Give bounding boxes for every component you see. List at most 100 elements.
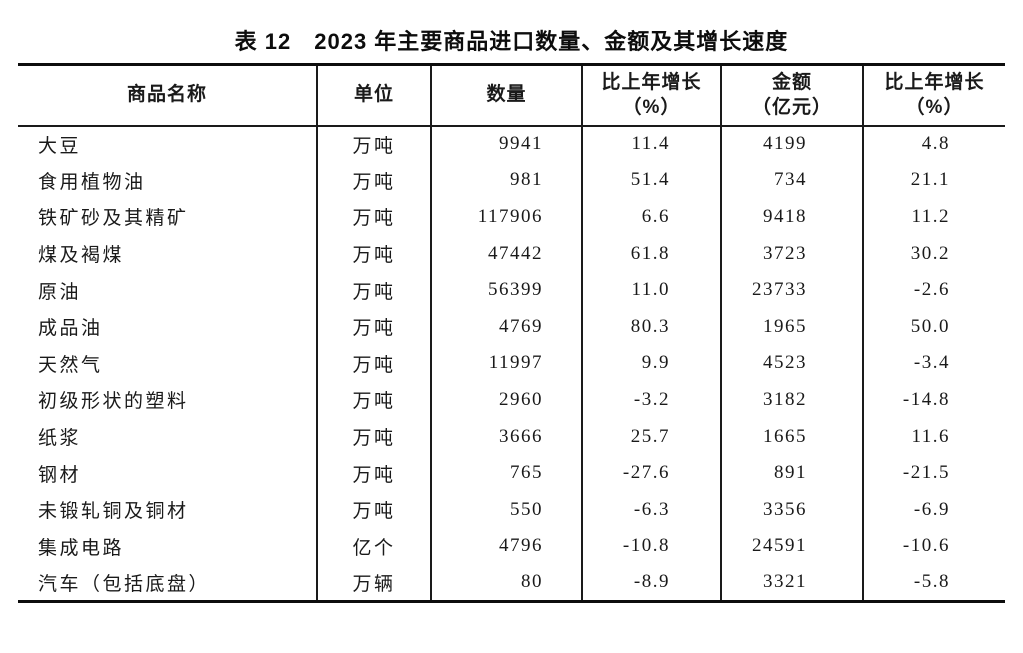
cell-unit: 万吨 <box>316 345 431 382</box>
cell-amount: 4523 <box>720 345 863 382</box>
table-row: 铁矿砂及其精矿 万吨 117906 6.6 9418 11.2 <box>18 198 1005 236</box>
cell-quantity: 9941 <box>430 125 582 163</box>
header-line-2: （亿元） <box>751 97 832 119</box>
cell-commodity-name: 铁矿砂及其精矿 <box>38 208 189 230</box>
cell-amount: 1965 <box>720 308 863 346</box>
cell-unit: 万吨 <box>316 308 431 346</box>
cell-amount-growth: 11.6 <box>862 418 1005 455</box>
cell-unit: 万吨 <box>316 381 431 419</box>
cell-amount: 3723 <box>720 235 863 272</box>
cell-quantity-growth: 80.3 <box>581 308 721 346</box>
cell-quantity: 56399 <box>430 271 582 309</box>
cell-amount: 3182 <box>720 381 863 419</box>
column-header-name: 商品名称 <box>18 64 317 127</box>
table-row: 纸浆 万吨 3666 25.7 1665 11.6 <box>18 418 1005 455</box>
cell-quantity-growth: 61.8 <box>581 235 721 272</box>
cell-commodity-name: 煤及褐煤 <box>38 245 125 267</box>
cell-commodity-name: 未锻轧铜及铜材 <box>38 501 189 523</box>
cell-quantity-growth: -8.9 <box>581 564 721 602</box>
cell-quantity: 11997 <box>430 345 582 382</box>
table-row: 集成电路 亿个 4796 -10.8 24591 -10.6 <box>18 528 1005 565</box>
column-header-unit: 单位 <box>316 64 431 127</box>
cell-commodity-name: 原油 <box>38 281 82 303</box>
cell-unit: 万吨 <box>316 271 431 309</box>
cell-quantity-growth: 11.4 <box>581 125 721 163</box>
cell-amount: 1665 <box>720 418 863 455</box>
cell-quantity: 47442 <box>430 235 582 272</box>
table-row: 天然气 万吨 11997 9.9 4523 -3.4 <box>18 345 1005 382</box>
cell-unit: 万吨 <box>316 491 431 529</box>
cell-quantity-growth: 25.7 <box>581 418 721 455</box>
cell-commodity-name: 集成电路 <box>38 537 125 559</box>
table-row: 钢材 万吨 765 -27.6 891 -21.5 <box>18 454 1005 492</box>
column-header-quantity: 数量 <box>430 64 582 127</box>
cell-amount-growth: -2.6 <box>862 271 1005 309</box>
cell-quantity: 2960 <box>430 381 582 419</box>
cell-quantity: 117906 <box>430 198 582 236</box>
cell-quantity-growth: -3.2 <box>581 381 721 419</box>
cell-unit: 亿个 <box>316 528 431 565</box>
table-row: 大豆 万吨 9941 11.4 4199 4.8 <box>18 125 1005 163</box>
cell-unit: 万吨 <box>316 125 431 163</box>
cell-commodity-name: 纸浆 <box>38 428 82 450</box>
cell-amount: 891 <box>720 454 863 492</box>
cell-commodity-name: 钢材 <box>38 464 82 486</box>
table-row: 未锻轧铜及铜材 万吨 550 -6.3 3356 -6.9 <box>18 491 1005 529</box>
cell-amount-growth: 50.0 <box>862 308 1005 346</box>
cell-amount-growth: -21.5 <box>862 454 1005 492</box>
cell-unit: 万吨 <box>316 198 431 236</box>
cell-quantity: 981 <box>430 162 582 199</box>
table-title: 表 12 2023 年主要商品进口数量、金额及其增长速度 <box>234 29 789 54</box>
cell-commodity-name: 汽车（包括底盘） <box>38 573 211 595</box>
cell-unit: 万辆 <box>316 564 431 602</box>
header-row: 商品名称 单位 数量 比上年增长 （%） 金额 （亿元） 比上年增长 （%） <box>18 64 1005 127</box>
cell-quantity-growth: -6.3 <box>581 491 721 529</box>
cell-amount: 23733 <box>720 271 863 309</box>
cell-amount: 24591 <box>720 528 863 565</box>
cell-commodity-name: 天然气 <box>38 354 103 376</box>
column-header-quantity-growth: 比上年增长 （%） <box>581 64 721 127</box>
cell-quantity-growth: 11.0 <box>581 271 721 309</box>
cell-amount: 4199 <box>720 125 863 163</box>
table-row: 初级形状的塑料 万吨 2960 -3.2 3182 -14.8 <box>18 381 1005 419</box>
cell-amount-growth: 30.2 <box>862 235 1005 272</box>
header-line-2: （%） <box>905 97 964 119</box>
table-row: 煤及褐煤 万吨 47442 61.8 3723 30.2 <box>18 235 1005 272</box>
cell-amount-growth: 11.2 <box>862 198 1005 236</box>
table-row: 原油 万吨 56399 11.0 23733 -2.6 <box>18 271 1005 309</box>
cell-commodity-name: 食用植物油 <box>38 171 146 193</box>
cell-amount: 3321 <box>720 564 863 602</box>
header-line-1: 比上年增长 <box>601 71 702 93</box>
header-line-2: （%） <box>622 97 681 119</box>
cell-unit: 万吨 <box>316 162 431 199</box>
cell-amount-growth: -3.4 <box>862 345 1005 382</box>
cell-amount-growth: 4.8 <box>862 125 1005 163</box>
cell-amount-growth: 21.1 <box>862 162 1005 199</box>
cell-amount: 734 <box>720 162 863 199</box>
cell-amount-growth: -10.6 <box>862 528 1005 565</box>
cell-amount-growth: -6.9 <box>862 491 1005 529</box>
cell-unit: 万吨 <box>316 454 431 492</box>
cell-quantity-growth: -27.6 <box>581 454 721 492</box>
column-header-amount: 金额 （亿元） <box>720 64 863 127</box>
cell-quantity: 80 <box>430 564 582 602</box>
cell-quantity: 4796 <box>430 528 582 565</box>
cell-quantity-growth: 9.9 <box>581 345 721 382</box>
cell-unit: 万吨 <box>316 418 431 455</box>
cell-quantity-growth: 6.6 <box>581 198 721 236</box>
cell-commodity-name: 大豆 <box>38 135 82 157</box>
cell-unit: 万吨 <box>316 235 431 272</box>
column-header-amount-growth: 比上年增长 （%） <box>862 64 1005 127</box>
cell-amount: 9418 <box>720 198 863 236</box>
cell-quantity: 3666 <box>430 418 582 455</box>
cell-quantity-growth: -10.8 <box>581 528 721 565</box>
cell-quantity: 765 <box>430 454 582 492</box>
cell-amount: 3356 <box>720 491 863 529</box>
table-row: 汽车（包括底盘） 万辆 80 -8.9 3321 -5.8 <box>18 564 1005 602</box>
cell-commodity-name: 成品油 <box>38 318 103 340</box>
cell-amount-growth: -14.8 <box>862 381 1005 419</box>
table-row: 成品油 万吨 4769 80.3 1965 50.0 <box>18 308 1005 346</box>
table-row: 食用植物油 万吨 981 51.4 734 21.1 <box>18 162 1005 199</box>
header-line-1: 金额 <box>771 71 812 93</box>
